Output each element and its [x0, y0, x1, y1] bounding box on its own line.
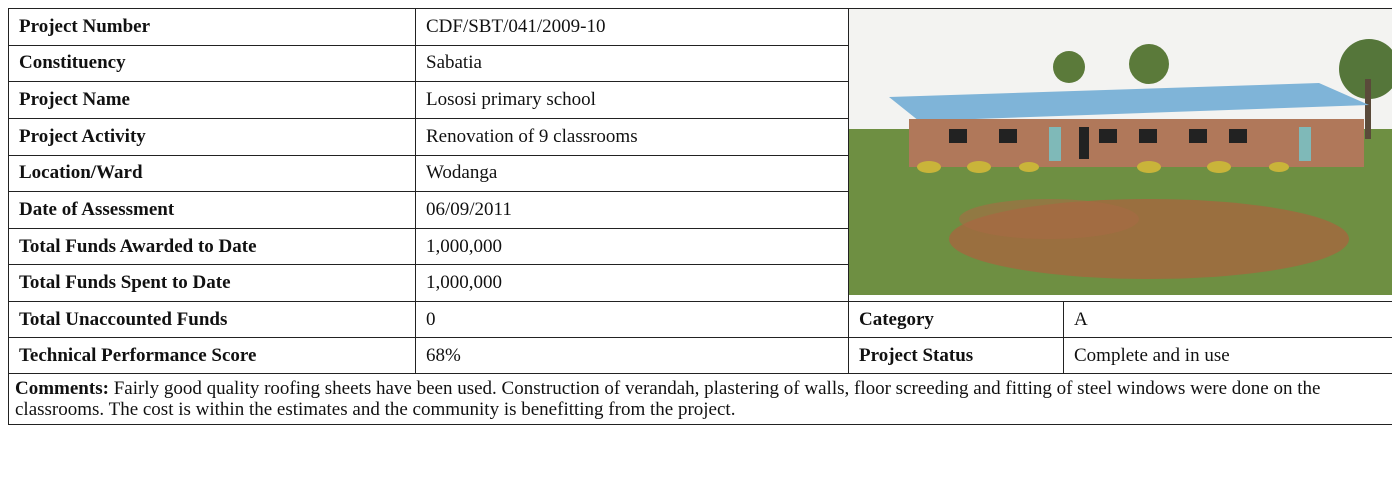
- field-value: Renovation of 9 classrooms: [415, 117, 849, 156]
- field-value: 68%: [415, 337, 849, 374]
- project-photo: [849, 9, 1392, 295]
- field-value: 0: [415, 301, 849, 338]
- field-value: 1,000,000: [415, 264, 849, 302]
- field-label: Technical Performance Score: [8, 337, 416, 374]
- table-row: Date of Assessment 06/09/2011: [8, 191, 1392, 229]
- comments-text: Fairly good quality roofing sheets have …: [15, 378, 1321, 420]
- project-table: Project Number CDF/SBT/041/2009-10 Consti…: [8, 8, 1392, 425]
- field-label: Location/Ward: [8, 154, 416, 193]
- field-label: Total Funds Awarded to Date: [8, 227, 416, 266]
- table-row: Total Unaccounted Funds 0 Category A: [8, 301, 1392, 338]
- field-label: Project Activity: [8, 117, 416, 156]
- field-value: A: [1063, 301, 1392, 338]
- field-label: Project Status: [848, 337, 1064, 374]
- table-row: Technical Performance Score 68% Project St…: [8, 337, 1392, 374]
- field-value: Sabatia: [415, 44, 849, 83]
- comments-label: Comments:: [15, 378, 109, 399]
- field-label: Date of Assessment: [8, 191, 416, 229]
- comments-cell: Comments: Fairly good quality roofing sh…: [8, 373, 1392, 425]
- field-value: Wodanga: [415, 154, 849, 193]
- field-label: Total Funds Spent to Date: [8, 264, 416, 302]
- field-value: Complete and in use: [1063, 337, 1392, 374]
- table-row: Project Number CDF/SBT/041/2009-10: [8, 8, 1392, 302]
- field-label: Project Name: [8, 81, 416, 119]
- field-label: Project Number: [8, 8, 416, 46]
- comments-row: Comments: Fairly good quality roofing sh…: [8, 373, 1392, 425]
- field-value: 06/09/2011: [415, 191, 849, 229]
- field-value: Lososi primary school: [415, 81, 849, 119]
- field-label: Constituency: [8, 44, 416, 83]
- table-row: Total Funds Spent to Date 1,000,000: [8, 264, 1392, 302]
- photo-cell: [848, 8, 1392, 302]
- field-label: Category: [848, 301, 1064, 338]
- field-value: CDF/SBT/041/2009-10: [415, 8, 849, 46]
- table-row: Total Funds Awarded to Date 1,000,000: [8, 227, 1392, 266]
- field-label: Total Unaccounted Funds: [8, 301, 416, 338]
- field-value: 1,000,000: [415, 227, 849, 266]
- table-row: Location/Ward Wodanga: [8, 154, 1392, 193]
- table-body: Project Number CDF/SBT/041/2009-10 Consti…: [8, 8, 1392, 425]
- table-row: Project Activity Renovation of 9 classroo…: [8, 117, 1392, 156]
- table-row: Project Name Lososi primary school: [8, 81, 1392, 119]
